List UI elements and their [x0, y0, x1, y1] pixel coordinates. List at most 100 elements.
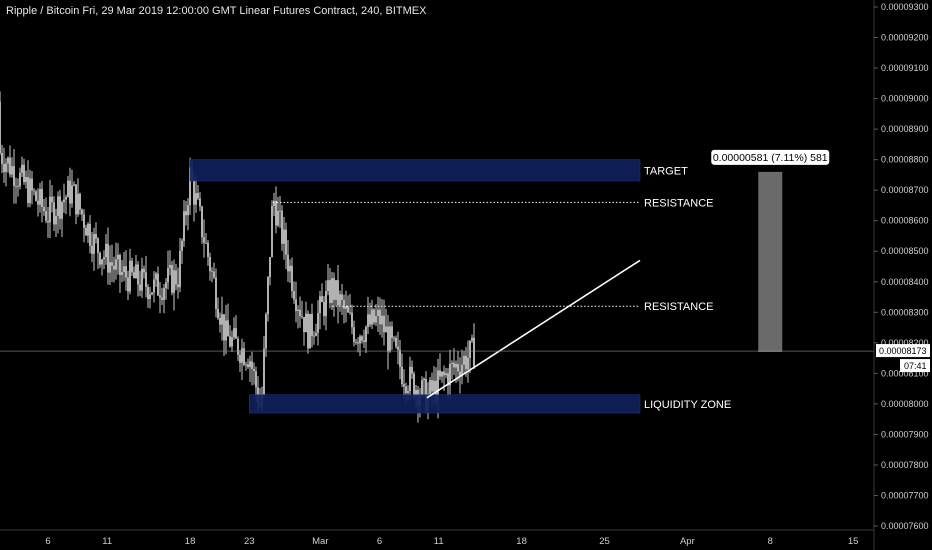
candle-body — [47, 220, 49, 223]
candle-body — [387, 326, 389, 352]
candle-body — [39, 189, 41, 205]
candle-body — [147, 286, 149, 299]
y-tick-label: 0.00009200 — [881, 33, 929, 43]
candle-body — [237, 338, 239, 355]
candle-body — [59, 196, 61, 219]
candle-body — [397, 346, 399, 350]
candle-body — [41, 189, 43, 208]
candle-body — [217, 308, 219, 319]
candle-body — [205, 242, 207, 244]
candle-body — [229, 336, 231, 347]
candle-body — [279, 210, 281, 212]
x-axis[interactable]: 6 11 18 23 Mar 6 11 18 25 Apr 8 15 — [45, 536, 858, 547]
candle-body — [345, 306, 347, 309]
candle-body — [21, 164, 23, 173]
candle-body — [415, 389, 417, 398]
target-label: TARGET — [644, 165, 688, 177]
candle-body — [265, 314, 267, 349]
measure-label: 0.00000581 (7.11%) 581 — [713, 152, 828, 164]
candle-body — [223, 314, 225, 341]
candle-body — [447, 373, 449, 386]
y-axis[interactable]: 0.00009300 0.00009200 0.00009100 0.00009000… — [874, 2, 929, 531]
candle-body — [157, 273, 159, 296]
candle-body — [395, 337, 397, 347]
candle-body — [309, 313, 311, 349]
candle-body — [293, 291, 295, 300]
candle-body — [121, 272, 123, 276]
candles-layer — [0, 91, 475, 423]
candle-body — [371, 309, 373, 325]
candle-body — [57, 196, 59, 216]
candle-body — [233, 328, 235, 338]
candle-body — [471, 337, 473, 341]
candle-body — [359, 336, 361, 344]
trendline[interactable] — [426, 259, 641, 399]
candle-body — [87, 223, 89, 236]
zones-layer — [189, 159, 641, 414]
candle-body — [343, 300, 345, 309]
zone-box[interactable] — [248, 394, 641, 414]
candle-body — [61, 202, 63, 219]
candle-body — [365, 326, 367, 343]
candle-body — [467, 357, 469, 370]
candle-body — [459, 371, 461, 377]
candle-body — [389, 326, 391, 352]
candle-body — [407, 391, 409, 393]
candle-body — [51, 196, 53, 203]
y-tick-label: 0.00008200 — [881, 338, 929, 348]
x-tick-label: 18 — [185, 536, 196, 547]
candle-body — [225, 320, 227, 341]
candle-body — [127, 277, 129, 292]
candle-body — [45, 211, 47, 221]
candle-body — [213, 271, 215, 278]
candle-body — [215, 277, 217, 309]
candle-body — [277, 210, 279, 226]
candle-body — [175, 270, 177, 285]
candle-body — [169, 264, 171, 268]
measure-bar[interactable] — [758, 171, 783, 352]
candle-body — [351, 312, 353, 328]
candle-body — [203, 237, 205, 243]
candle-body — [113, 265, 115, 270]
candle-body — [457, 363, 459, 372]
candle-body — [285, 229, 287, 255]
candle-body — [199, 198, 201, 207]
candle-body — [355, 341, 357, 343]
candle-body — [357, 342, 359, 344]
y-tick-label: 0.00009300 — [881, 2, 929, 12]
candle-body — [115, 259, 117, 270]
x-tick-label: 6 — [377, 536, 382, 547]
candle-body — [153, 279, 155, 293]
candle-body — [301, 316, 303, 318]
zone-box[interactable] — [189, 159, 641, 182]
candle-body — [137, 264, 139, 285]
x-tick-label: 18 — [516, 536, 527, 547]
candle-body — [307, 313, 309, 349]
candle-body — [379, 309, 381, 325]
candle-body — [77, 193, 79, 215]
measure-label-bg — [711, 149, 830, 165]
candle-body — [69, 180, 71, 204]
candle-body — [335, 280, 337, 300]
candle-body — [337, 280, 339, 306]
candle-body — [409, 366, 411, 392]
candle-body — [239, 354, 241, 363]
countdown-value: 07:41 — [904, 361, 927, 371]
candle-body — [101, 259, 103, 265]
candle-body — [79, 193, 81, 210]
candle-body — [29, 178, 31, 203]
candle-body — [19, 172, 21, 187]
candle-body — [235, 328, 237, 339]
candle-body — [105, 243, 107, 258]
candle-body — [155, 273, 157, 280]
candle-body — [187, 205, 189, 216]
candle-body — [441, 371, 443, 377]
candle-body — [465, 355, 467, 370]
candle-body — [43, 207, 45, 212]
candle-body — [177, 284, 179, 288]
candle-body — [247, 364, 249, 368]
candle-body — [331, 278, 333, 303]
candle-body — [297, 309, 299, 311]
candle-body — [339, 294, 341, 306]
